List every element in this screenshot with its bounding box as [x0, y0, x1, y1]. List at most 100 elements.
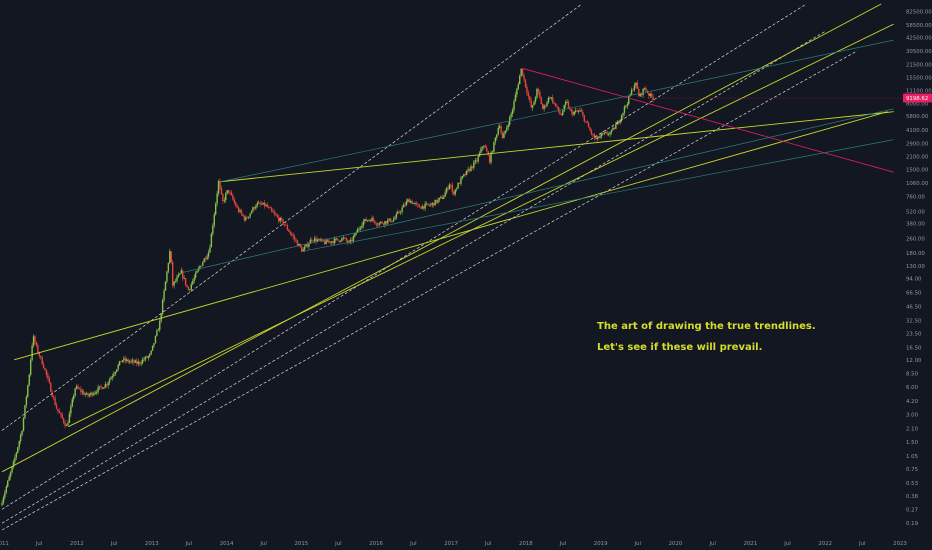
candle-body — [501, 133, 504, 139]
y-tick-label: 2.10 — [906, 427, 919, 433]
candle-body — [220, 187, 223, 195]
candle-body — [27, 385, 29, 397]
candle-body — [55, 404, 58, 409]
y-tick-label: 11100.00 — [906, 89, 932, 95]
channel-lower-dashed-2 — [1, 51, 857, 531]
x-tick-label: Jul — [259, 541, 267, 547]
candle-body — [123, 358, 125, 361]
candle-body — [460, 177, 462, 184]
candle-body — [47, 374, 49, 379]
candle-body — [526, 86, 528, 94]
candle-body — [642, 88, 644, 96]
candle-body — [133, 360, 135, 363]
candle-body — [435, 199, 438, 203]
candle-body — [176, 277, 178, 281]
candle-body — [174, 280, 177, 282]
candle-body — [150, 350, 152, 355]
candle-body — [74, 388, 76, 396]
candle-body — [431, 202, 433, 205]
candle-body — [71, 399, 73, 407]
candle-body — [163, 290, 165, 301]
candle-body — [291, 233, 293, 236]
candle-body — [493, 141, 495, 152]
y-tick-label: 15500.00 — [906, 75, 932, 81]
candle-body — [392, 219, 395, 222]
candle-body — [252, 207, 254, 212]
candle-body — [556, 105, 558, 107]
trendline-teal-2 — [182, 108, 894, 273]
candle-body — [590, 130, 593, 135]
candle-body — [445, 187, 448, 193]
candle-body — [114, 371, 117, 375]
candle-body — [292, 235, 294, 237]
candle-body — [50, 382, 52, 392]
candle-body — [602, 133, 604, 135]
x-tick-label: Jul — [185, 541, 193, 547]
candle-body — [387, 220, 389, 224]
candle-body — [398, 211, 400, 213]
x-tick-label: Jul — [708, 541, 716, 547]
y-tick-label: 8.50 — [906, 371, 919, 377]
y-tick-label: 0.38 — [906, 494, 919, 500]
candle-body — [116, 369, 118, 372]
y-tick-label: 1060.00 — [906, 181, 929, 187]
candle-body — [140, 363, 142, 364]
candle-body — [149, 354, 151, 357]
candle-body — [530, 100, 532, 108]
candle-body — [141, 359, 144, 364]
candle-body — [187, 286, 190, 290]
candle-body — [146, 356, 148, 358]
candle-body — [40, 355, 42, 358]
candle-body — [318, 239, 320, 240]
candle-body — [8, 476, 10, 481]
candle-body — [381, 221, 383, 224]
x-tick-label: Jul — [334, 541, 342, 547]
candle-body — [258, 202, 260, 204]
y-tick-label: 520.00 — [906, 209, 925, 215]
candle-body — [37, 345, 39, 353]
candle-body — [67, 422, 69, 426]
candle-body — [354, 233, 356, 237]
candle-body — [480, 148, 482, 153]
candle-body — [38, 352, 40, 356]
candle-body — [468, 169, 471, 172]
candle-body — [643, 88, 646, 89]
x-axis: 2011 Jul 2012 Jul 2013 Jul 2014 Jul 2015 Jul 2016 J… — [0, 541, 907, 547]
candle-body — [593, 134, 596, 138]
y-tick-label: 32.50 — [906, 319, 922, 325]
candle-body — [147, 356, 149, 358]
candle-body — [259, 202, 261, 205]
channel-lower-dashed-1 — [1, 31, 826, 524]
candle-body — [209, 247, 211, 253]
candle-body — [541, 104, 544, 109]
candle-body — [434, 199, 436, 206]
y-tick-label: 16.50 — [906, 345, 922, 351]
candle-body — [45, 369, 48, 375]
trendline-teal-1 — [219, 39, 894, 183]
candle-body — [225, 193, 227, 201]
candle-body — [516, 88, 518, 95]
candle-body — [253, 207, 256, 209]
candle-body — [503, 133, 505, 139]
candle-body — [623, 107, 626, 113]
candle-body — [54, 397, 56, 405]
candle-body — [7, 480, 9, 487]
y-tick-label: 760.00 — [906, 194, 925, 200]
candle-body — [607, 134, 610, 136]
candle-body — [371, 218, 373, 222]
current-price-tag: 9198.62 — [654, 93, 932, 103]
candle-body — [609, 132, 611, 135]
candle-body — [619, 120, 621, 124]
candle-body — [313, 238, 316, 241]
candle-body — [213, 214, 215, 226]
candle-body — [524, 79, 527, 87]
candle-body — [235, 202, 237, 207]
candle-body — [385, 221, 388, 224]
candle-body — [408, 199, 411, 203]
candle-body — [78, 388, 81, 390]
candle-body — [170, 251, 172, 263]
candle-body — [183, 278, 185, 279]
candle-body — [361, 225, 363, 228]
x-tick-label: 2023 — [893, 541, 907, 547]
candle-body — [242, 213, 244, 217]
